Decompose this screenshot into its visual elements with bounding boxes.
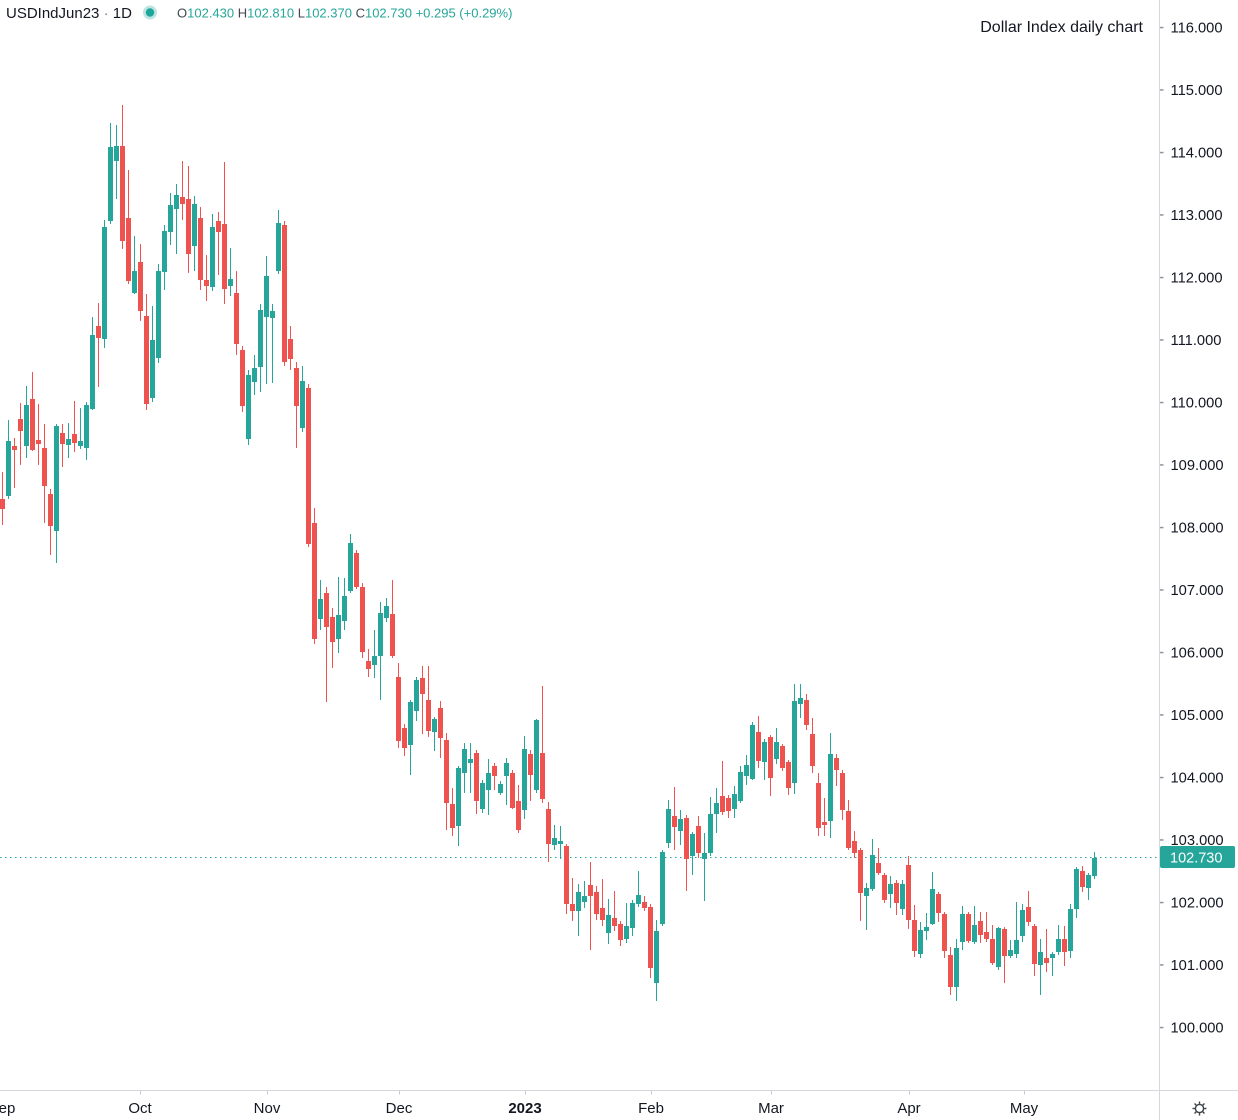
svg-text:106.000: 106.000 <box>1171 646 1224 662</box>
svg-text:May: May <box>1010 1100 1039 1117</box>
svg-text:Mar: Mar <box>758 1100 784 1117</box>
svg-text:USDIndJun23 · 1D: USDIndJun23 · 1D <box>6 5 132 22</box>
svg-text:109.000: 109.000 <box>1171 458 1224 474</box>
svg-text:105.000: 105.000 <box>1171 708 1224 724</box>
svg-text:Oct: Oct <box>128 1100 152 1117</box>
svg-text:Dec: Dec <box>386 1100 413 1117</box>
svg-text:115.000: 115.000 <box>1171 83 1223 99</box>
svg-text:100.000: 100.000 <box>1171 1021 1224 1037</box>
svg-text:114.000: 114.000 <box>1171 146 1223 162</box>
svg-text:Feb: Feb <box>638 1100 664 1117</box>
svg-text:116.000: 116.000 <box>1171 21 1223 37</box>
svg-text:104.000: 104.000 <box>1171 771 1224 787</box>
svg-text:110.000: 110.000 <box>1171 396 1223 412</box>
svg-text:O102.430 H102.810 L102.370 C10: O102.430 H102.810 L102.370 C102.730 +0.2… <box>177 6 512 21</box>
svg-text:102.730: 102.730 <box>1170 851 1222 867</box>
svg-text:101.000: 101.000 <box>1171 958 1224 974</box>
svg-text:107.000: 107.000 <box>1171 583 1224 599</box>
svg-text:111.000: 111.000 <box>1171 333 1222 349</box>
svg-text:108.000: 108.000 <box>1171 521 1224 537</box>
svg-text:Apr: Apr <box>897 1100 920 1117</box>
svg-text:Nov: Nov <box>254 1100 281 1117</box>
svg-text:Sep: Sep <box>0 1100 15 1117</box>
svg-text:112.000: 112.000 <box>1171 271 1223 287</box>
svg-text:102.000: 102.000 <box>1171 896 1224 912</box>
svg-text:103.000: 103.000 <box>1171 833 1224 849</box>
svg-text:Dollar Index daily chart: Dollar Index daily chart <box>980 19 1143 36</box>
svg-text:113.000: 113.000 <box>1171 208 1223 224</box>
svg-text:2023: 2023 <box>508 1100 541 1117</box>
